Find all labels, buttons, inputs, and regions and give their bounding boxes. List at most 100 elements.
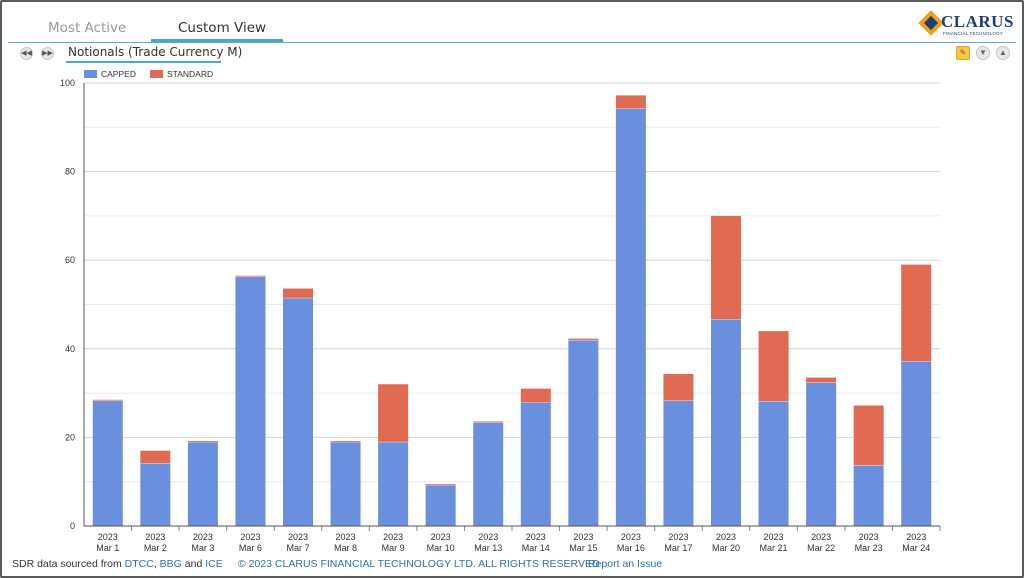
- bar-capped[interactable]: [520, 402, 551, 526]
- x-tick-label-date: Mar 21: [760, 543, 788, 553]
- y-tick-label: 0: [70, 521, 75, 531]
- x-tick-label-date: Mar 14: [522, 543, 550, 553]
- bar-capped[interactable]: [92, 400, 123, 526]
- y-tick-label: 20: [65, 432, 75, 442]
- x-tick-label-date: Mar 8: [334, 543, 357, 553]
- bar-capped[interactable]: [758, 401, 789, 526]
- x-tick-label-year: 2023: [336, 532, 356, 542]
- bar-capped[interactable]: [663, 400, 694, 526]
- rewind-icon[interactable]: ◀◀: [20, 47, 33, 60]
- report-issue-link[interactable]: Report an Issue: [588, 558, 663, 570]
- view-tabs: Most Active Custom View: [8, 12, 1016, 43]
- bar-standard[interactable]: [425, 483, 456, 485]
- x-tick-label-year: 2023: [193, 532, 213, 542]
- x-tick-label-date: Mar 15: [569, 543, 597, 553]
- x-tick-label-year: 2023: [240, 532, 260, 542]
- bar-standard[interactable]: [711, 215, 741, 320]
- x-tick-label-date: Mar 3: [191, 543, 214, 553]
- x-tick-label-year: 2023: [383, 532, 403, 542]
- bar-standard[interactable]: [378, 384, 409, 442]
- legend-label-standard: STANDARD: [167, 69, 214, 79]
- bar-standard[interactable]: [901, 264, 932, 362]
- y-tick-label: 80: [65, 167, 75, 177]
- subtitle-underline: [66, 61, 221, 63]
- bar-capped[interactable]: [853, 465, 884, 526]
- footer: SDR data sourced from DTCC, BBG and ICE …: [12, 558, 662, 570]
- footer-source-bbg[interactable]: BBG: [159, 558, 182, 570]
- bar-standard[interactable]: [140, 450, 171, 464]
- x-tick-label-year: 2023: [811, 532, 831, 542]
- legend-label-capped: CAPPED: [101, 69, 136, 79]
- bar-capped[interactable]: [568, 339, 599, 526]
- x-tick-label-date: Mar 16: [617, 543, 645, 553]
- bar-capped[interactable]: [711, 319, 741, 526]
- x-tick-label-date: Mar 2: [144, 543, 167, 553]
- bar-capped[interactable]: [615, 108, 646, 526]
- bar-standard[interactable]: [615, 95, 646, 109]
- logo-name: CLARUS: [941, 12, 1014, 31]
- x-tick-label-year: 2023: [668, 532, 688, 542]
- bar-standard[interactable]: [520, 388, 551, 403]
- fast-forward-icon[interactable]: ▶▶: [41, 47, 54, 60]
- bar-capped[interactable]: [235, 276, 266, 526]
- x-tick-label-year: 2023: [145, 532, 165, 542]
- active-tab-indicator: [151, 39, 283, 42]
- bar-standard[interactable]: [473, 421, 504, 423]
- x-tick-label-date: Mar 9: [382, 543, 405, 553]
- bar-capped[interactable]: [425, 484, 456, 526]
- bar-standard[interactable]: [568, 338, 599, 340]
- x-tick-label-date: Mar 22: [807, 543, 835, 553]
- logo-tagline: FINANCIAL TECHNOLOGY: [943, 31, 1004, 36]
- x-tick-label-date: Mar 1: [96, 543, 119, 553]
- bar-capped[interactable]: [378, 441, 409, 526]
- bar-capped[interactable]: [283, 297, 313, 526]
- bar-capped[interactable]: [806, 382, 837, 526]
- bar-standard[interactable]: [235, 275, 266, 277]
- bar-standard[interactable]: [330, 440, 361, 442]
- bar-capped[interactable]: [140, 463, 171, 526]
- bar-standard[interactable]: [853, 405, 884, 466]
- footer-source-dtcc[interactable]: DTCC: [124, 558, 154, 570]
- y-tick-label: 60: [65, 255, 75, 265]
- x-tick-label-year: 2023: [906, 532, 926, 542]
- note-icon[interactable]: ✎: [956, 46, 970, 60]
- x-tick-label-year: 2023: [288, 532, 308, 542]
- x-tick-label-date: Mar 7: [286, 543, 309, 553]
- bar-capped[interactable]: [330, 441, 361, 526]
- bar-standard[interactable]: [806, 377, 837, 383]
- tab-most-active[interactable]: Most Active: [48, 20, 127, 36]
- footer-separator: ,: [153, 558, 157, 570]
- legend-swatch-capped: [84, 70, 97, 78]
- x-tick-label-year: 2023: [478, 532, 498, 542]
- x-tick-label-date: Mar 10: [427, 543, 455, 553]
- x-tick-label-date: Mar 6: [239, 543, 262, 553]
- tab-custom-view[interactable]: Custom View: [178, 20, 267, 36]
- bar-standard[interactable]: [283, 288, 313, 298]
- bar-standard[interactable]: [187, 440, 218, 442]
- footer-and: and: [184, 558, 203, 570]
- bar-standard[interactable]: [663, 374, 694, 401]
- footer-copyright: © 2023 CLARUS FINANCIAL TECHNOLOGY LTD. …: [238, 558, 600, 570]
- x-tick-label-date: Mar 20: [712, 543, 740, 553]
- chart-subtitle[interactable]: Notionals (Trade Currency M): [68, 45, 243, 59]
- x-tick-label-year: 2023: [716, 532, 736, 542]
- y-tick-label: 40: [65, 344, 75, 354]
- bar-capped[interactable]: [473, 422, 504, 526]
- x-tick-label-year: 2023: [98, 532, 118, 542]
- collapse-up-icon[interactable]: ▲: [996, 46, 1010, 60]
- legend-item-capped[interactable]: CAPPED: [84, 69, 136, 79]
- x-tick-label-date: Mar 13: [474, 543, 502, 553]
- x-tick-label-year: 2023: [764, 532, 784, 542]
- expand-down-icon[interactable]: ▼: [976, 46, 990, 60]
- x-tick-label-year: 2023: [621, 532, 641, 542]
- footer-source-ice[interactable]: ICE: [205, 558, 223, 570]
- bar-standard[interactable]: [758, 331, 789, 402]
- x-tick-label-date: Mar 17: [664, 543, 692, 553]
- bar-capped[interactable]: [901, 361, 932, 526]
- legend-item-standard[interactable]: STANDARD: [150, 69, 213, 79]
- clarus-logo: CLARUS FINANCIAL TECHNOLOGY: [918, 10, 1014, 40]
- bar-capped[interactable]: [187, 441, 218, 526]
- bar-standard[interactable]: [92, 399, 123, 401]
- legend-swatch-standard: [150, 70, 163, 78]
